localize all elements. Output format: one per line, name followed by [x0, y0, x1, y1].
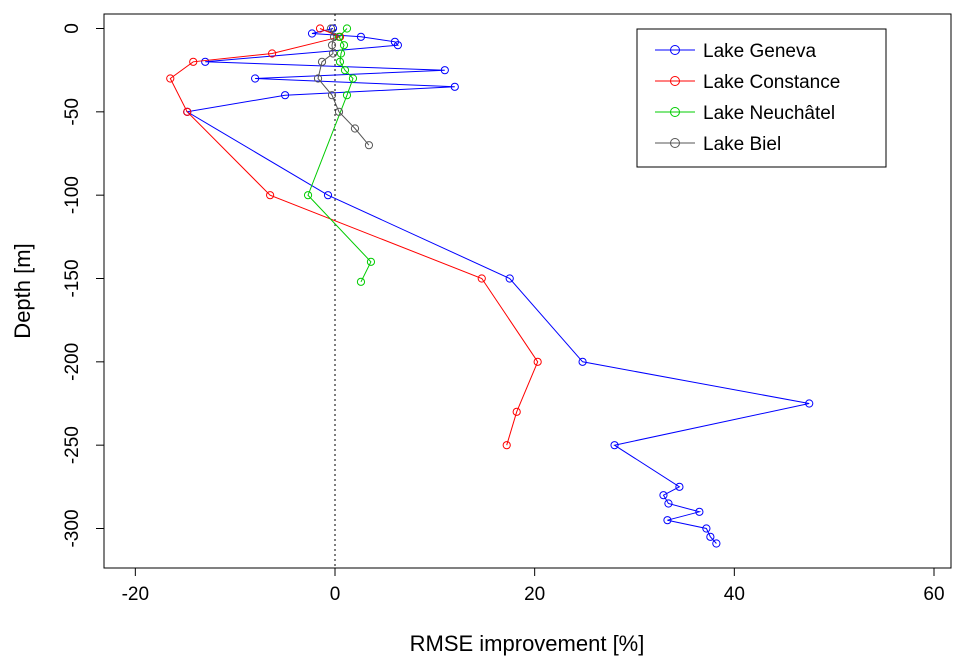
data-point: [280, 91, 290, 100]
y-tick-label: -250: [62, 426, 83, 464]
data-point: [350, 124, 360, 133]
y-tick-label: -50: [62, 98, 83, 125]
data-point: [323, 191, 333, 200]
series-layer: [166, 24, 814, 548]
data-point: [328, 49, 338, 58]
data-point: [450, 82, 459, 91]
series-line: [169, 28, 539, 446]
legend: Lake Geneva Lake Constance Lake Neuchâtel L…: [636, 28, 887, 168]
data-point: [340, 66, 350, 75]
data-point: [712, 539, 721, 548]
data-point: [706, 532, 715, 541]
legend-label: Lake Biel: [703, 134, 781, 155]
data-point: [695, 507, 704, 516]
data-point: [348, 74, 358, 83]
data-point: [266, 191, 275, 200]
y-tick-label: -300: [62, 509, 83, 547]
data-point: [664, 499, 673, 508]
data-point: [477, 274, 486, 283]
data-point: [663, 516, 672, 525]
data-point: [805, 399, 814, 408]
data-point: [328, 24, 338, 33]
data-point: [251, 74, 260, 83]
y-tick-label: 0: [62, 23, 83, 34]
data-point: [307, 29, 317, 38]
series-lake-geneva: [183, 24, 814, 548]
data-point: [334, 107, 344, 116]
data-point: [268, 49, 277, 58]
data-point: [327, 91, 337, 100]
data-point: [342, 91, 352, 100]
data-point: [189, 57, 198, 66]
data-point: [675, 482, 684, 491]
data-point: [502, 441, 511, 450]
data-point: [533, 357, 542, 366]
legend-item: Lake Biel: [655, 134, 781, 155]
legend-item: Lake Neuchâtel: [655, 103, 835, 124]
x-tick-label: 40: [724, 584, 745, 605]
data-point: [183, 107, 192, 116]
data-point: [317, 57, 327, 66]
x-tick-label: 20: [524, 584, 545, 605]
data-point: [364, 141, 374, 150]
x-tick-label: -20: [122, 584, 149, 605]
legend-swatch-marker: [670, 76, 680, 86]
legend-swatch-marker: [670, 107, 680, 117]
y-tick-label: -100: [62, 176, 83, 214]
legend-label: Lake Geneva: [703, 41, 816, 62]
x-axis: -20 0 20 40 60: [122, 567, 945, 605]
data-point: [339, 41, 349, 50]
legend-box: [636, 28, 887, 168]
data-point: [342, 24, 352, 33]
data-point: [393, 41, 402, 50]
data-point: [201, 57, 210, 66]
legend-swatch-marker: [670, 45, 680, 55]
legend-swatch-marker: [670, 138, 680, 148]
data-point: [334, 32, 344, 41]
data-point: [327, 41, 337, 50]
data-point: [336, 49, 346, 58]
data-point: [166, 74, 175, 83]
data-point: [659, 491, 668, 500]
series-line: [317, 28, 370, 146]
legend-item: Lake Geneva: [655, 41, 816, 62]
x-tick-label: 60: [923, 584, 944, 605]
data-point: [366, 257, 376, 266]
y-axis: 0 -50 -100 -150 -200 -250 -300: [62, 23, 105, 548]
data-point: [303, 191, 313, 200]
y-tick-label: -150: [62, 259, 83, 297]
data-point: [512, 407, 521, 416]
data-point: [326, 24, 336, 33]
data-point: [315, 24, 325, 33]
series-lake-constance: [166, 24, 542, 450]
y-tick-label: -200: [62, 343, 83, 381]
data-point: [578, 357, 587, 366]
legend-label: Lake Neuchâtel: [703, 103, 835, 124]
data-point: [335, 57, 345, 66]
data-point: [356, 32, 366, 41]
series-lake-biel: [313, 24, 374, 150]
x-axis-title: RMSE improvement [%]: [410, 631, 645, 656]
legend-item: Lake Constance: [655, 72, 840, 93]
data-point: [329, 32, 339, 41]
series-line: [307, 28, 372, 283]
y-axis-title: Depth [m]: [10, 243, 35, 338]
data-point: [610, 441, 619, 450]
data-point: [505, 274, 514, 283]
data-point: [702, 524, 711, 533]
legend-label: Lake Constance: [703, 72, 840, 93]
data-point: [356, 277, 366, 286]
data-point: [313, 74, 323, 83]
data-point: [440, 66, 449, 75]
x-tick-label: 0: [330, 584, 341, 605]
series-lake-neuch-tel: [303, 24, 376, 286]
